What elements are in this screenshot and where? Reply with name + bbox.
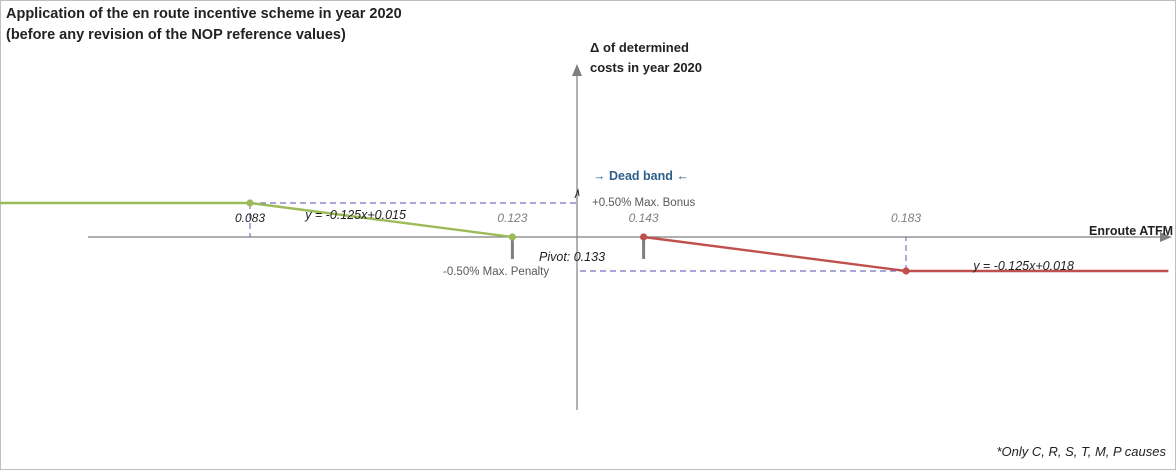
tick-label: 0.143	[629, 211, 659, 225]
dead-band-pointer	[574, 188, 580, 199]
penalty-level-point	[902, 267, 910, 275]
tick-label: 0.183	[891, 211, 921, 225]
y-axis-label-line2: costs in year 2020	[590, 60, 703, 75]
tick-labels: 0.083 0.123 0.143 0.183	[235, 211, 921, 225]
x-axis-arrowhead	[1160, 232, 1172, 242]
diagram-title: Application of the en route incentive sc…	[6, 6, 402, 22]
pivot-markers	[510, 237, 646, 259]
max-bonus-label: +0.50% Max. Bonus	[592, 197, 695, 209]
pivot-label: Pivot: 0.133	[539, 250, 605, 264]
tick-label: 0.083	[235, 211, 265, 225]
bonus-level-point	[246, 199, 254, 207]
footnote: *Only C, R, S, T, M, P causes	[996, 444, 1166, 459]
bonus-equation-label: y = -0.125x+0.015	[304, 208, 406, 222]
penalty-pivot-point	[640, 233, 648, 241]
x-axis-label: Enroute ATFM	[1089, 224, 1173, 238]
max-penalty-label: -0.50% Max. Penalty	[443, 266, 549, 278]
series-layer: y = -0.125x+0.015 y = -0.125x+0.018	[0, 199, 1169, 275]
tick-label: 0.123	[497, 211, 527, 225]
y-axis-label-line1: Δ of determined	[590, 40, 689, 55]
y-axis-arrowhead	[572, 64, 582, 76]
penalty-equation-label: y = -0.125x+0.018	[972, 259, 1074, 273]
diagram-subtitle: (before any revision of the NOP referenc…	[6, 27, 346, 43]
guide-lines	[249, 202, 907, 272]
dead-band-label: → Dead band ←	[593, 169, 689, 183]
bonus-pivot-point	[508, 233, 516, 241]
